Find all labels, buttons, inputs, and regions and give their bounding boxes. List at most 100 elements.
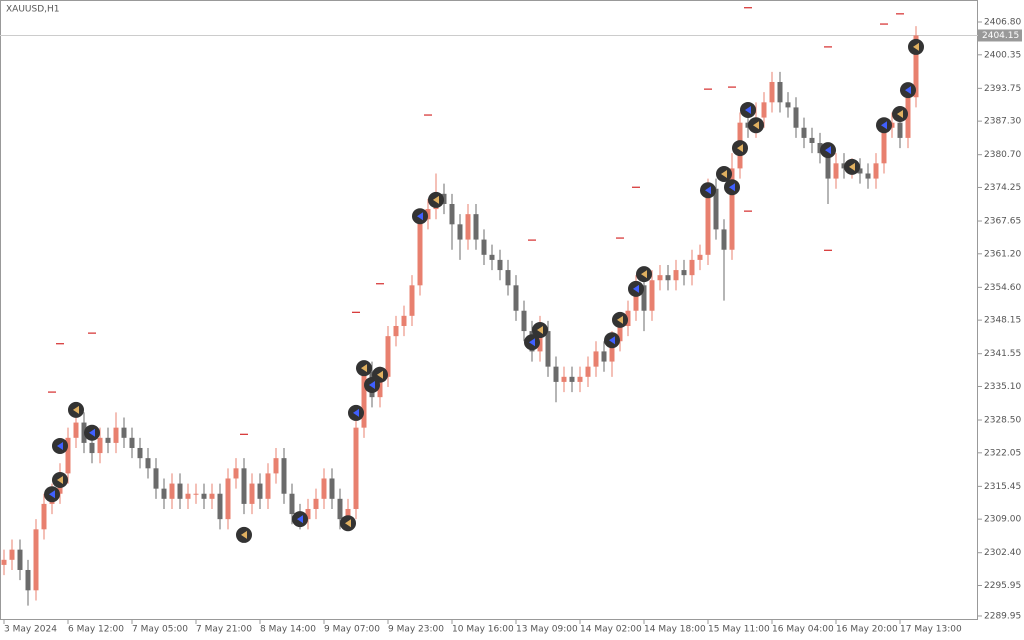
y-tick-label: 2367.65 [984,217,1021,227]
x-tick-label: 10 May 16:00 [452,625,514,635]
signal-arrow [737,144,743,153]
candle-body [569,376,575,382]
candle-body [497,259,503,271]
y-tick-label: 2380.70 [984,150,1021,160]
signal-arrow [897,110,903,119]
y-tick-label: 2400.35 [984,50,1021,60]
signal-arrow [433,195,439,204]
candle-body [665,275,671,281]
y-tick-label: 2322.05 [984,448,1021,458]
signal-arrow [49,490,55,499]
y-tick-label: 2289.95 [984,611,1021,621]
candle-body [473,214,479,240]
candle-body [41,503,47,530]
candle-body [641,285,647,311]
candle-body [457,224,463,240]
candle-body [689,259,695,276]
candle-body [89,442,95,454]
candle-body [225,478,231,520]
candle-body [305,508,311,520]
y-tick-label: 2295.95 [984,581,1021,591]
candle-body [777,81,783,103]
candle-body [513,285,519,311]
candle-body [257,483,263,499]
y-tick-label: 2361.20 [984,249,1021,259]
x-tick-label: 9 May 23:00 [388,625,444,635]
candle-body [273,458,279,474]
signal-arrow [721,169,727,178]
candle-body [425,209,431,220]
signal-arrow [57,476,63,485]
y-tick-label: 2328.50 [984,416,1021,426]
candle-body [913,35,919,98]
signal-arrow [345,519,351,528]
candle-body [113,427,119,443]
candle-body [337,498,343,520]
candle-body [233,468,239,479]
candle-body [161,488,167,499]
candle-body [241,468,247,504]
candle-body [345,508,351,520]
candle-body [353,427,359,509]
candle-body [201,493,207,499]
candle-body [121,427,127,438]
x-tick-label: 16 May 04:00 [772,625,834,635]
candle-body [625,310,631,326]
signal-arrow [241,530,247,539]
candle-body [553,366,559,382]
y-tick-label: 2315.45 [984,482,1021,492]
y-tick-label: 2341.55 [984,349,1021,359]
candle-body [905,97,911,138]
candle-body [9,549,15,560]
candle-body [705,188,711,255]
signal-arrow [537,326,543,335]
x-tick-label: 3 May 2024 [4,625,57,635]
signal-arrow [745,105,751,114]
candle-body [577,376,583,382]
candle-body [329,478,335,499]
x-tick-label: 6 May 12:00 [68,625,124,635]
candle-body [449,203,455,225]
candle-body [601,351,607,362]
candle-body [865,173,871,179]
signal-arrow [57,441,63,450]
candle-body [17,549,23,570]
x-tick-label: 7 May 05:00 [132,625,188,635]
candle-body [673,270,679,281]
candle-body [65,437,71,474]
signal-arrow [913,42,919,51]
candle-body [481,239,487,255]
current-price-box [978,29,1022,42]
x-tick-label: 15 May 11:00 [708,625,770,635]
signal-arrow [609,336,615,345]
y-tick-label: 2393.75 [984,84,1021,94]
signal-arrow [369,380,375,389]
candle-body [393,325,399,337]
x-tick-label: 16 May 20:00 [836,625,898,635]
candle-body [409,285,415,316]
y-tick-label: 2406.80 [984,18,1021,28]
signal-arrow [617,315,623,324]
candle-body [217,493,223,520]
candle-body [177,483,183,499]
x-tick-label: 17 May 13:00 [900,625,962,635]
y-tick-label: 2302.40 [984,548,1021,558]
candle-body [137,447,143,459]
candle-body [817,142,823,154]
candle-body [193,493,199,495]
candle-body [881,127,887,164]
x-tick-label: 14 May 18:00 [644,625,706,635]
candle-body [441,193,447,204]
candle-body [841,163,847,169]
candle-body [281,458,287,494]
candle-body [793,107,799,128]
candle-body [249,483,255,504]
candle-body [537,331,543,352]
candle-body [657,275,663,281]
candle-body [385,336,391,377]
candle-body [825,153,831,179]
signal-arrow [905,86,911,95]
candle-body [417,219,423,286]
candle-body [681,270,687,276]
candle-body [321,478,327,499]
